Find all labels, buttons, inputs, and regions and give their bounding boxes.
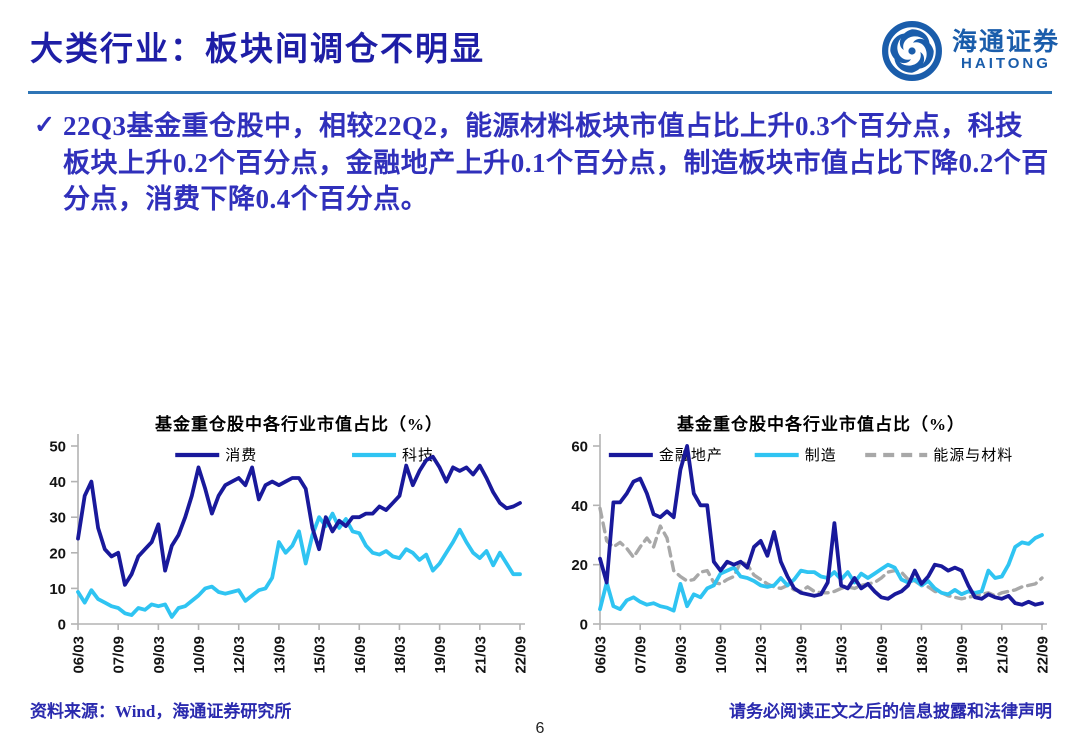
bullet-point: ✓ 22Q3基金重仓股中，相较22Q2，能源材料板块市值占比上升0.3个百分点，… <box>34 108 1050 218</box>
svg-text:07/09: 07/09 <box>633 636 650 674</box>
svg-text:15/03: 15/03 <box>312 636 329 674</box>
logo-chinese-name: 海通证券 <box>951 29 1060 56</box>
checkmark-icon: ✓ <box>34 112 55 139</box>
svg-text:0: 0 <box>580 617 588 634</box>
svg-text:15/03: 15/03 <box>834 636 851 674</box>
svg-text:能源与材料: 能源与材料 <box>933 447 1013 464</box>
svg-text:60: 60 <box>571 439 588 456</box>
svg-text:07/09: 07/09 <box>111 636 128 674</box>
svg-text:50: 50 <box>49 439 66 456</box>
svg-text:12/03: 12/03 <box>231 636 248 674</box>
svg-text:消费: 消费 <box>225 447 257 464</box>
page-title: 大类行业：板块间调仓不明显 <box>30 32 485 68</box>
source-note: 资料来源：Wind，海通证券研究所 <box>30 702 292 721</box>
svg-text:10/09: 10/09 <box>191 636 208 674</box>
svg-text:基金重仓股中各行业市值占比（%）: 基金重仓股中各行业市值占比（%） <box>154 414 443 434</box>
svg-text:科技: 科技 <box>402 447 434 464</box>
svg-text:16/09: 16/09 <box>352 636 369 674</box>
svg-text:基金重仓股中各行业市值占比（%）: 基金重仓股中各行业市值占比（%） <box>676 414 965 434</box>
svg-text:13/09: 13/09 <box>271 636 288 674</box>
svg-text:0: 0 <box>58 617 66 634</box>
svg-text:19/09: 19/09 <box>954 636 971 674</box>
svg-text:20: 20 <box>49 545 66 562</box>
svg-text:13/09: 13/09 <box>793 636 810 674</box>
svg-text:10/09: 10/09 <box>713 636 730 674</box>
haitong-logo: 海通证券 HAITONG <box>881 20 1060 82</box>
svg-text:06/03: 06/03 <box>593 636 610 674</box>
svg-text:21/03: 21/03 <box>472 636 489 674</box>
svg-text:09/03: 09/03 <box>151 636 168 674</box>
svg-text:21/03: 21/03 <box>994 636 1011 674</box>
svg-text:18/03: 18/03 <box>392 636 409 674</box>
svg-text:09/03: 09/03 <box>673 636 690 674</box>
header-divider <box>28 91 1052 94</box>
svg-text:22/09: 22/09 <box>1035 636 1052 674</box>
page-number: 6 <box>535 720 545 737</box>
svg-text:30: 30 <box>49 510 66 527</box>
svg-text:16/09: 16/09 <box>874 636 891 674</box>
svg-text:制造: 制造 <box>805 447 837 464</box>
chart-finance-manufacturing-energy-weight: 0 20 40 60 06/03 07/09 09/03 10/09 12/03 13/09 15/… <box>571 414 1052 674</box>
svg-text:40: 40 <box>571 498 588 515</box>
svg-text:19/09: 19/09 <box>432 636 449 674</box>
svg-text:10: 10 <box>49 581 66 598</box>
svg-text:06/03: 06/03 <box>71 636 88 674</box>
svg-text:20: 20 <box>571 557 588 574</box>
svg-text:40: 40 <box>49 474 66 491</box>
disclaimer-note: 请务必阅读正文之后的信息披露和法律声明 <box>729 702 1052 721</box>
bullet-text: 22Q3基金重仓股中，相较22Q2，能源材料板块市值占比上升0.3个百分点，科技… <box>62 111 1049 215</box>
svg-text:12/03: 12/03 <box>753 636 770 674</box>
chart-consumer-tech-weight: 0 10 20 30 40 50 06/03 07/09 09/03 10/09 12/03 13/0… <box>49 414 530 674</box>
haitong-logo-icon <box>882 21 942 81</box>
svg-text:22/09: 22/09 <box>513 636 530 674</box>
logo-latin-name: HAITONG <box>961 55 1051 73</box>
svg-text:18/03: 18/03 <box>914 636 931 674</box>
